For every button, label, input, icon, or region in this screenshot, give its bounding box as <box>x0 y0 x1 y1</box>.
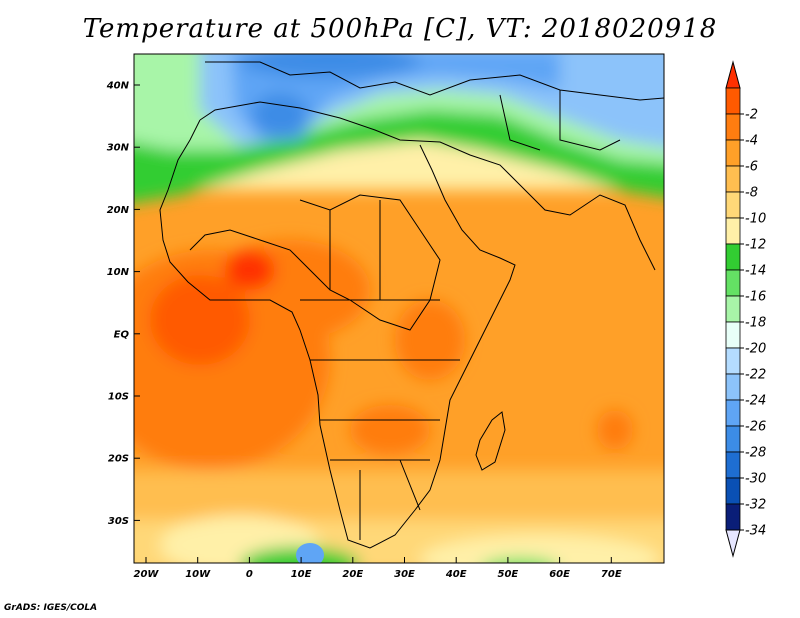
colorbar-label: -8 <box>745 186 758 201</box>
x-axis: 20W 10W 0 10E 20E 30E 40E 50E 60E 70E <box>134 557 622 580</box>
colorbar-swatch <box>725 87 741 115</box>
colorbar-label: -14 <box>745 264 766 279</box>
colorbar-swatch <box>725 113 741 141</box>
colorbar: -2 -4 -6 -8 -10 -12 -14 -16 -18 -20 -22 -24 -26 -28 -3… <box>725 60 766 558</box>
x-tick-label: 10E <box>291 569 312 580</box>
x-tick-label: 20W <box>134 569 160 580</box>
y-tick-label: 10N <box>107 267 130 278</box>
y-tick-label: 10S <box>108 392 129 403</box>
x-tick-label: 60E <box>549 569 570 580</box>
colorbar-label: -18 <box>745 316 766 331</box>
colorbar-label: -28 <box>745 446 766 461</box>
colorbar-swatch <box>725 191 741 219</box>
colorbar-label: -6 <box>745 160 758 175</box>
temperature-field <box>134 54 664 563</box>
colorbar-swatch <box>725 477 741 505</box>
colorbar-label: -34 <box>745 524 766 539</box>
coastlines <box>159 61 664 549</box>
colorbar-swatch <box>725 269 741 297</box>
plot-frame <box>133 53 665 564</box>
colorbar-swatch <box>725 451 741 479</box>
y-tick-label: 30S <box>108 516 129 527</box>
colorbar-label: -32 <box>745 498 766 513</box>
colorbar-swatch <box>725 425 741 453</box>
credit-text: GrADS: IGES/COLA <box>4 603 98 613</box>
colorbar-swatch <box>725 399 741 427</box>
colorbar-label: -26 <box>745 420 766 435</box>
y-tick-label: 40N <box>106 81 130 92</box>
colorbar-bottom-arrow <box>725 529 741 558</box>
colorbar-label: -12 <box>745 238 766 253</box>
x-tick-label: 20E <box>342 569 363 580</box>
colorbar-label: -2 <box>745 108 758 123</box>
colorbar-swatch <box>725 295 741 323</box>
x-tick-label: 70E <box>601 569 622 580</box>
colorbar-label: -22 <box>745 368 766 383</box>
x-tick-label: 0 <box>246 569 253 580</box>
colorbar-swatch <box>725 373 741 401</box>
y-tick-label: 20N <box>107 205 130 216</box>
colorbar-label: -20 <box>745 342 766 357</box>
colorbar-label: -10 <box>745 212 766 227</box>
x-tick-label: 40E <box>445 569 467 580</box>
colorbar-top-arrow <box>725 60 741 89</box>
map-title: Temperature at 500hPa [C], VT: 201802091… <box>82 14 718 44</box>
colorbar-swatch <box>725 139 741 167</box>
x-tick-label: 30E <box>394 569 415 580</box>
y-tick-label: 20S <box>108 454 129 465</box>
colorbar-swatch <box>725 217 741 245</box>
colorbar-swatch <box>725 347 741 375</box>
colorbar-label: -30 <box>745 472 766 487</box>
colorbar-swatch <box>725 165 741 193</box>
colorbar-swatch <box>725 503 741 531</box>
y-tick-label: EQ <box>114 329 130 340</box>
colorbar-label: -16 <box>745 290 766 305</box>
colorbar-swatch <box>725 243 741 271</box>
y-axis: 40N 30N 20N 10N EQ 10S 20S 30S <box>106 81 140 527</box>
y-tick-label: 30N <box>107 143 130 154</box>
x-tick-label: 10W <box>185 569 211 580</box>
colorbar-swatch <box>725 321 741 349</box>
colorbar-label: -24 <box>745 394 766 409</box>
x-tick-label: 50E <box>498 569 519 580</box>
colorbar-label: -4 <box>745 134 758 149</box>
